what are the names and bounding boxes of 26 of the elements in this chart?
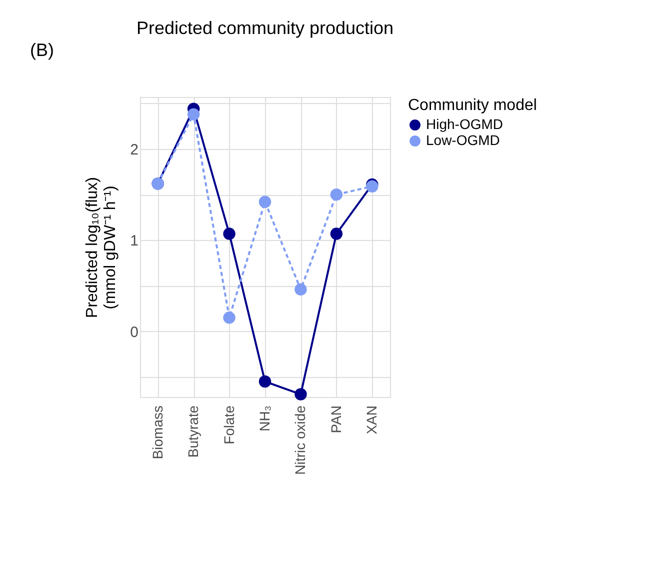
point	[294, 283, 307, 296]
point	[258, 196, 272, 208]
x-tick-label: Butyrate	[185, 405, 202, 458]
x-tick-label: Biomass	[149, 406, 166, 460]
y-tick-label: 2	[130, 141, 138, 158]
x-tick-label: PAN	[328, 406, 344, 434]
text: (mmol gDW⁻¹ h⁻¹)	[102, 186, 120, 310]
y-tick-label: 0	[130, 324, 138, 341]
legend-label: High-OGMD	[426, 116, 504, 132]
point	[330, 188, 343, 201]
point	[223, 312, 236, 324]
point	[258, 375, 272, 388]
point	[223, 228, 236, 240]
x-tick-label: Folate	[220, 405, 237, 444]
text: (B)	[30, 40, 54, 60]
x-tick-label: NH₃	[256, 406, 272, 432]
chart-title: Predicted community production	[136, 18, 394, 38]
text: Predicted log₁₀(flux)	[84, 177, 102, 318]
legend-label: Low-OGMD	[426, 132, 500, 148]
y-tick-label: 1	[130, 232, 138, 250]
point	[187, 108, 200, 120]
point	[294, 388, 307, 400]
point	[330, 228, 343, 240]
x-tick-label: XAN	[364, 406, 380, 434]
x-tick-label: Nitric oxide	[292, 405, 308, 475]
legend-title: Community model	[408, 97, 537, 114]
